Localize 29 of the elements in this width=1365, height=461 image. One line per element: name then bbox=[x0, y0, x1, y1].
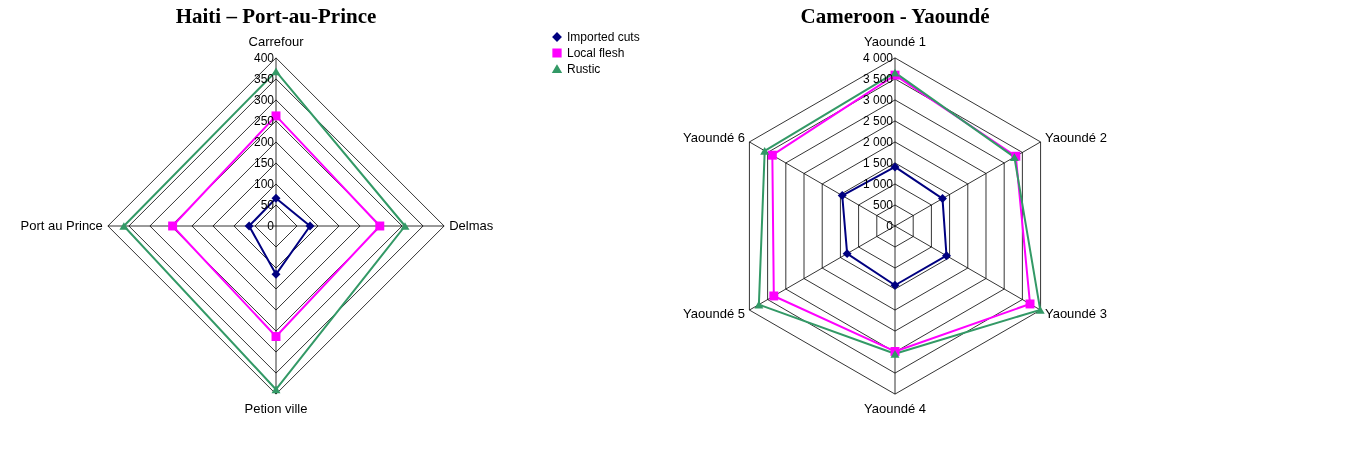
y-tick-label: 100 bbox=[253, 176, 275, 191]
y-tick-label: 1 000 bbox=[862, 176, 894, 191]
chart-title: Cameroon - Yaoundé bbox=[800, 4, 990, 28]
chart-title: Haiti – Port-au-Prince bbox=[175, 4, 377, 28]
spoke-label: Yaoundé 1 bbox=[864, 34, 926, 50]
y-tick-label: 0 bbox=[267, 219, 275, 233]
spoke-label: Petion ville bbox=[244, 400, 308, 416]
spoke-label: Yaoundé 6 bbox=[683, 129, 746, 145]
y-tick-label: 300 bbox=[253, 92, 275, 107]
spoke-label: Port au Prince bbox=[20, 218, 103, 233]
y-tick-label: 1 500 bbox=[862, 155, 894, 170]
y-tick-label: 2 000 bbox=[862, 134, 894, 149]
y-tick-label: 2 500 bbox=[862, 113, 894, 128]
spoke-label: Carrefour bbox=[248, 34, 305, 50]
spoke-label: Yaoundé 4 bbox=[864, 400, 926, 416]
spoke-label: Yaoundé 5 bbox=[683, 306, 746, 322]
y-tick-label: 3 000 bbox=[862, 92, 894, 107]
legend-label: Imported cuts bbox=[567, 30, 640, 44]
y-tick-label: 0 bbox=[886, 219, 894, 233]
spoke-label: Yaoundé 2 bbox=[1044, 129, 1107, 145]
legend-label: Rustic bbox=[567, 62, 601, 76]
spoke-label: Yaoundé 3 bbox=[1044, 306, 1107, 322]
y-tick-label: 200 bbox=[253, 134, 275, 149]
y-tick-label: 500 bbox=[872, 197, 894, 212]
spoke-label: Delmas bbox=[449, 218, 494, 233]
y-tick-label: 400 bbox=[253, 50, 275, 65]
y-tick-label: 150 bbox=[253, 155, 275, 170]
y-tick-label: 4 000 bbox=[862, 50, 894, 65]
legend-label: Local flesh bbox=[567, 46, 625, 60]
